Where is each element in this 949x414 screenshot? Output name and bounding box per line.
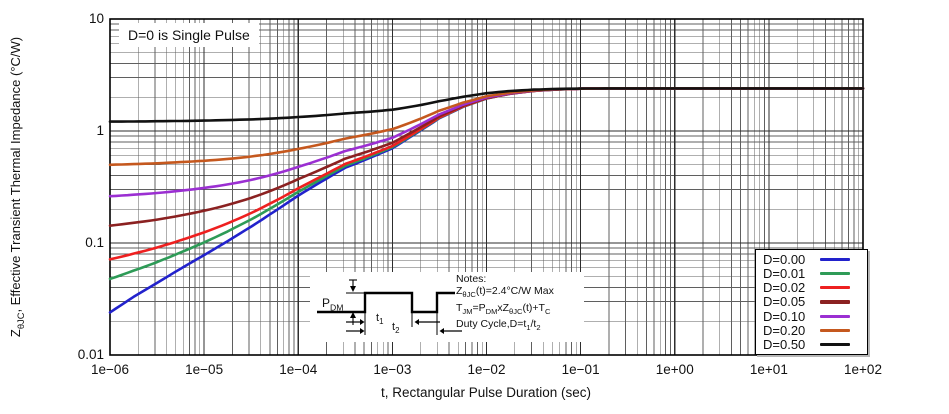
legend-label: D=0.01	[763, 265, 806, 281]
y-tick-label: 10	[88, 11, 104, 26]
legend-swatch-line	[820, 286, 850, 290]
notes-line-3: Duty Cycle,D=t1/t2	[456, 318, 541, 333]
legend: D=0.00 D=0.01 D=0.02 D=0.05 D=0.10 D=0.20 D=0.…	[755, 249, 868, 355]
legend-item: D=0.20	[756, 323, 867, 339]
plot-border	[109, 18, 864, 356]
x-tick-label: 1e−04	[279, 362, 318, 377]
legend-item: D=0.02	[756, 280, 867, 296]
x-tick-label: 1e−02	[467, 362, 506, 377]
t1-arrow-left-head	[414, 319, 419, 325]
x-tick-label: 1e+00	[655, 362, 694, 377]
legend-label: D=0.02	[763, 280, 806, 296]
notes-title: Notes:	[456, 273, 487, 285]
legend-label: D=0.10	[763, 308, 806, 324]
notes-line-2: TJM=PDMxZθJC(t)+TC	[456, 301, 551, 316]
legend-swatch-line	[820, 300, 850, 304]
pulse-waveform-diagram	[317, 279, 462, 335]
legend-label: D=0.20	[763, 323, 806, 339]
x-tick-label: 1e+02	[844, 362, 882, 377]
x-tick-label: 1e−03	[373, 362, 412, 377]
legend-label: D=0.50	[763, 337, 806, 353]
legend-item: D=0.00	[756, 251, 867, 267]
legend-label: D=0.00	[763, 251, 806, 267]
pulse-definition-inset: PDM t1 t2 Notes: ZθJC(t)=2.4°C/W Max TJM…	[310, 272, 584, 342]
y-tick-label: 0.01	[77, 347, 104, 362]
x-tick-label: 1e−01	[561, 362, 600, 377]
legend-label: D=0.05	[763, 294, 806, 310]
legend-swatch-line	[820, 343, 850, 347]
pulse-waveform	[317, 291, 455, 314]
single-pulse-annotation: D=0 is Single Pulse	[119, 23, 259, 47]
notes-block: Notes: ZθJC(t)=2.4°C/W Max TJM=PDMxZθJC(…	[456, 273, 554, 335]
notes-line-1: ZθJC(t)=2.4°C/W Max	[456, 285, 554, 300]
x-tick-label: 1e−06	[91, 362, 129, 377]
amplitude-arrow-up-head	[350, 312, 356, 318]
t2-arrow-left-head	[439, 328, 444, 334]
t2-label: t2	[392, 321, 400, 336]
curve-D=0.50	[108, 87, 865, 123]
legend-swatch-line	[820, 328, 850, 333]
legend-item: D=0.05	[756, 294, 867, 310]
legend-swatch-line	[820, 271, 850, 276]
y-tick-label: 1	[96, 123, 104, 138]
legend-item: D=0.10	[756, 308, 867, 324]
legend-item: D=0.50	[756, 337, 867, 353]
legend-swatch-line	[820, 314, 850, 318]
legend-item: D=0.01	[756, 265, 867, 281]
t1-arrow-right-head	[360, 319, 365, 325]
y-tick-label: 0.1	[85, 235, 104, 250]
x-axis-title: t, Rectangular Pulse Duration (sec)	[380, 385, 592, 400]
t2-arrow-right-head	[360, 328, 365, 334]
amplitude-arrow-down-head	[350, 286, 356, 292]
t1-label: t1	[376, 312, 384, 327]
pdm-label: PDM	[322, 296, 344, 313]
x-tick-label: 1e−05	[185, 362, 224, 377]
x-tick-label: 1e+01	[749, 362, 788, 377]
y-axis-title: ZθJC, Effective Transient Thermal Impeda…	[8, 36, 26, 338]
legend-swatch-line	[820, 257, 850, 261]
